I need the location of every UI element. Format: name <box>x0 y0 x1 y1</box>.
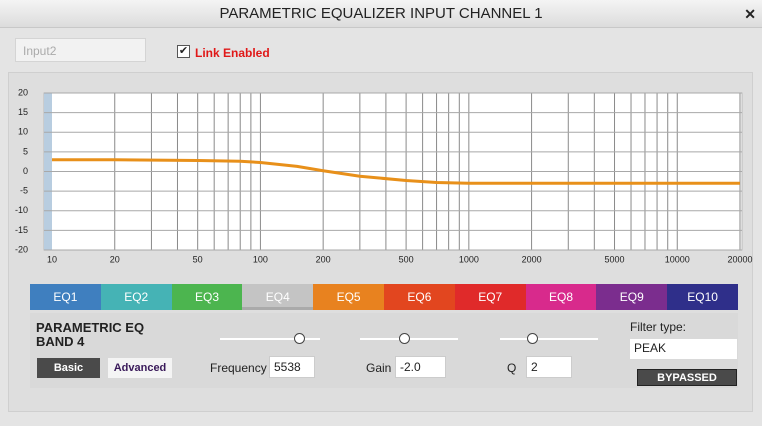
frequency-input[interactable]: 5538 <box>269 356 315 378</box>
x-tick-label: 200 <box>316 254 331 264</box>
title-bar: PARAMETRIC EQUALIZER INPUT CHANNEL 1 <box>0 0 762 28</box>
x-tick-label: 100 <box>253 254 268 264</box>
response-curve <box>52 158 740 185</box>
y-tick-label: -5 <box>20 186 28 196</box>
frequency-slider-track <box>220 338 320 340</box>
link-checkbox[interactable]: ✔ <box>177 45 190 58</box>
eq-tab[interactable]: EQ4 <box>242 284 314 310</box>
input-name-field[interactable]: Input2 <box>15 38 146 62</box>
y-tick-label: -20 <box>15 244 28 254</box>
x-tick-label: 50 <box>193 254 203 264</box>
eq-tab[interactable]: EQ6 <box>384 284 455 310</box>
y-tick-label: 20 <box>18 87 28 97</box>
x-tick-label: 20 <box>110 254 120 264</box>
eq-tab[interactable]: EQ8 <box>525 284 597 310</box>
x-tick-label: 10 <box>47 254 57 264</box>
filter-type-label: Filter type: <box>630 320 687 334</box>
eq-tab[interactable]: EQ9 <box>596 284 668 310</box>
y-tick-label: -15 <box>15 225 28 235</box>
eq-tab[interactable]: EQ5 <box>313 284 384 310</box>
window-title: PARAMETRIC EQUALIZER INPUT CHANNEL 1 <box>219 5 543 22</box>
filter-type-field[interactable]: PEAK <box>630 339 737 359</box>
gain-slider-knob[interactable] <box>399 333 410 344</box>
eq-tab[interactable]: EQ1 <box>30 284 101 310</box>
q-input[interactable]: 2 <box>526 356 572 378</box>
gain-input[interactable]: -2.0 <box>395 356 446 378</box>
x-tick-label: 20000 <box>727 254 752 264</box>
x-tick-label: 1000 <box>459 254 479 264</box>
x-tick-label: 2000 <box>522 254 542 264</box>
x-tick-label: 10000 <box>665 254 690 264</box>
eq-chart: -20 -15 -10 -5 0 5 10 15 20 10 20 50 100 200 500 1000 20… <box>15 87 753 264</box>
frequency-slider-knob[interactable] <box>294 333 305 344</box>
frequency-label: Frequency <box>210 361 267 375</box>
eq-tab[interactable]: EQ7 <box>454 284 526 310</box>
q-slider-knob[interactable] <box>527 333 538 344</box>
q-slider-track <box>500 338 598 340</box>
advanced-button[interactable]: Advanced <box>108 358 172 378</box>
bypass-button[interactable]: BYPASSED <box>637 369 737 386</box>
y-tick-label: 15 <box>18 107 28 117</box>
x-tick-label: 500 <box>399 254 414 264</box>
y-tick-label: -10 <box>15 205 28 215</box>
y-tick-label: 0 <box>23 166 28 176</box>
gain-label: Gain <box>366 361 392 375</box>
basic-button[interactable]: Basic <box>37 358 100 378</box>
band-title: PARAMETRIC EQ BAND 4 <box>36 320 145 349</box>
q-label: Q <box>507 361 517 375</box>
eq-tab[interactable]: EQ10 <box>667 284 738 310</box>
close-button[interactable]: ✕ <box>744 6 756 22</box>
eq-tab[interactable]: EQ2 <box>100 284 172 310</box>
y-tick-label: 10 <box>18 127 28 137</box>
link-label[interactable]: Link Enabled <box>195 46 270 60</box>
eq-tab[interactable]: EQ3 <box>171 284 243 310</box>
y-tick-label: 5 <box>23 146 28 156</box>
x-tick-label: 5000 <box>605 254 625 264</box>
